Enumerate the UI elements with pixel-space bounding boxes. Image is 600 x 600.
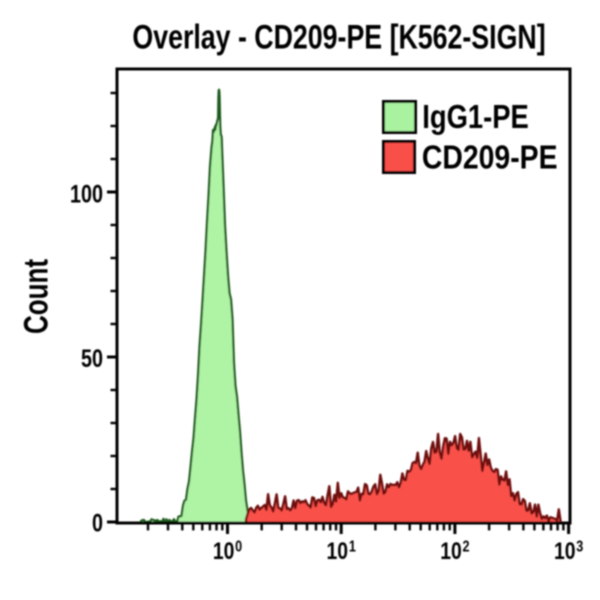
svg-text:Overlay - CD209-PE [K562-SIGN]: Overlay - CD209-PE [K562-SIGN] xyxy=(132,18,545,56)
svg-text:50: 50 xyxy=(81,345,103,373)
svg-text:100: 100 xyxy=(70,180,103,208)
svg-text:CD209-PE: CD209-PE xyxy=(422,138,558,176)
svg-text:Count: Count xyxy=(18,259,55,334)
svg-text:0: 0 xyxy=(92,509,103,537)
svg-text:IgG1-PE: IgG1-PE xyxy=(422,100,528,136)
